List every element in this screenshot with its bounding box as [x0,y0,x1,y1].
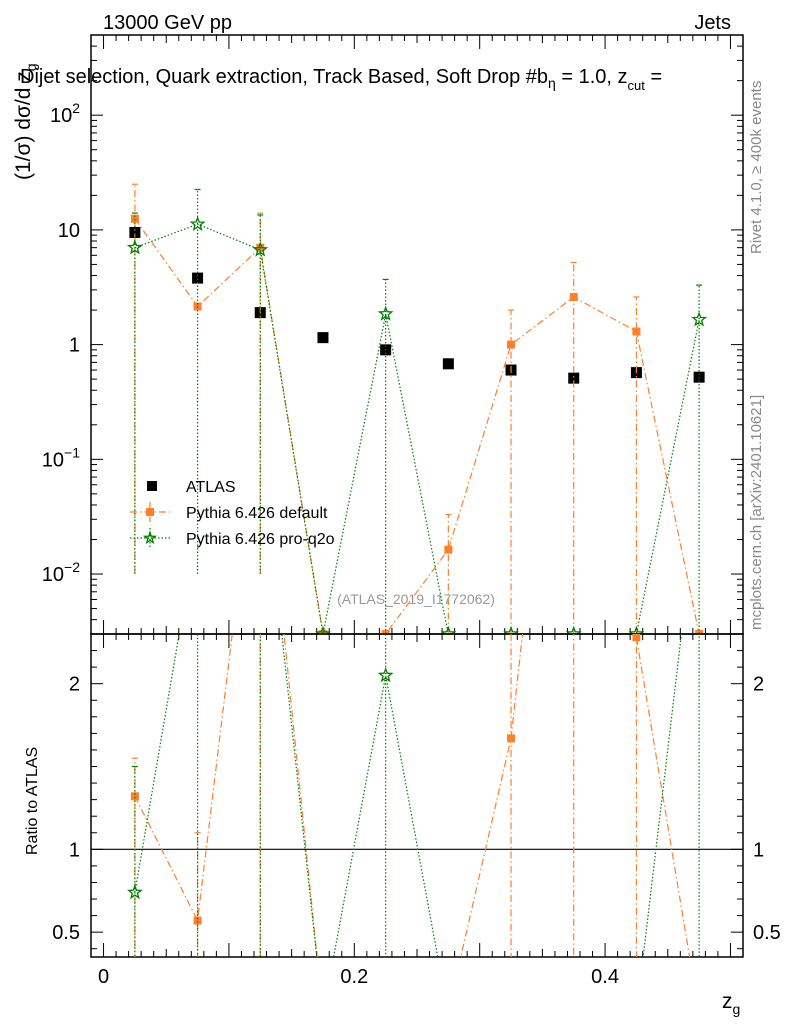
ratio-xlabel-sub: g [733,1001,741,1017]
legend-pythia-default-label: Pythia 6.426 default [186,505,328,522]
ratio-ytick-label-right-0: 2 [753,674,764,696]
main-atlas-point [192,272,204,284]
main-pythia-6-426-default-point [130,214,139,223]
ratio-xlabel-text: z [722,990,733,1013]
ratio-ytick-label-right-1: 1 [753,839,764,861]
legend-pythia-proq2o-label: Pythia 6.426 pro-q2o [186,531,335,548]
main-pythia-6-426-pro-q2o-point [691,311,708,327]
main-atlas-point [317,332,329,344]
ratio-pythia-6-426-pro-q2o-point [377,667,394,683]
main-ytick-label-0: 102 [50,100,80,127]
legend-atlas-label: ATLAS [186,479,236,496]
ratio-xlabel: zg [722,990,740,1017]
ratio-pythia-6-426-default-point [130,792,139,801]
main-pythia-6-426-default-point [381,630,390,634]
ratio-pythia-6-426-default-point [570,166,578,174]
ratio-data-area [91,166,743,1020]
subtitle-end: = [645,66,662,88]
ratio-ytick-label-right-2: 0.5 [753,922,781,944]
ratio-pythia-6-426-pro-q2o-point [126,884,143,900]
ratio-pythia-6-426-default-point [695,1010,703,1018]
main-data-area [126,183,708,634]
mcplots-label: mcplots.cern.ch [arXiv:2401.10621] [748,395,765,630]
main-pythia-6-426-pro-q2o-point [628,625,645,634]
ratio-panel: 2 2 1 1 0.5 0.5 0 0.2 0.4 [52,166,781,1020]
subtitle-cut-sub: cut [628,78,646,93]
main-ytick-exp: 2 [72,100,80,116]
category-label: Jets [694,12,731,34]
ratio-pythia-6-426-default-point [632,634,641,642]
main-ylabel-sub: g [23,63,39,71]
energy-label: 13000 GeV pp [103,12,232,34]
legend: ATLAS Pythia 6.426 default Pythia 6.426 … [130,479,335,548]
ratio-ytick-label-1: 1 [69,839,80,861]
main-pythia-6-426-pro-q2o-point [126,239,143,255]
main-ytick-exp: −1 [64,444,80,460]
main-ytick-base: 10 [42,564,64,586]
main-pythia-6-426-pro-q2o-point [252,241,269,257]
main-pythia-6-426-default-point [193,302,202,311]
ratio-pythia-6-426-pro-q2o-line [134,634,683,957]
main-pythia-6-426-default-point [569,292,578,301]
ratio-pythia-6-426-pro-q2o-point [505,1008,517,1020]
ratio-pythia-6-426-pro-q2o-point [630,1008,642,1020]
main-pythia-6-426-pro-q2o-point [440,625,457,634]
main-ytick-label-2: 1 [69,335,80,357]
main-pythia-6-426-default-point [695,630,704,634]
ratio-pythia-6-426-pro-q2o-point [693,478,705,490]
main-pythia-6-426-pro-q2o-point [503,625,519,634]
main-ytick-base: 10 [58,220,80,242]
ratio-pythia-6-426-default-point [193,916,202,925]
main-pythia-6-426-default-line [134,218,700,634]
main-pythia-6-426-default-point [444,545,453,554]
main-atlas-point [568,372,580,384]
main-atlas-point [129,226,141,238]
analysis-id: (ATLAS_2019_I1772062) [337,591,495,607]
ratio-xtick-label-1: 0.2 [340,966,368,988]
subtitle-eta: η [548,75,556,91]
legend-pythia-default-marker [146,508,154,516]
main-ylabel-text: (1/σ) dσ/d z [12,71,35,180]
main-pythia-6-426-pro-q2o-point [189,215,206,231]
ratio-pythia-6-426-pro-q2o-point [317,1008,329,1020]
ratio-pythia-6-426-default-point [382,1010,390,1018]
main-pythia-6-426-pro-q2o-point [565,625,582,634]
main-ytick-exp: −2 [64,559,80,575]
ratio-ytick-label-0: 2 [69,674,80,696]
main-pythia-6-426-default-point [632,327,641,336]
rivet-label: Rivet 4.1.0, ≥ 400k events [748,81,765,254]
ratio-xtick-label-0: 0 [98,966,109,988]
subtitle-tail: = 1.0, z [556,66,628,88]
main-ytick-label-1: 10 [58,220,80,242]
main-pythia-6-426-default-point [507,340,516,349]
main-ytick-base: 10 [50,105,72,127]
legend-atlas-marker [147,481,157,491]
main-atlas-point [442,358,454,370]
main-ytick-base: 10 [42,449,64,471]
ratio-xtick-label-2: 0.4 [591,966,619,988]
main-pythia-6-426-pro-q2o-point [377,305,394,321]
ratio-ytick-label-2: 0.5 [52,922,80,944]
main-pythia-6-426-pro-q2o-line [134,223,700,634]
main-ytick-label-3: 10−1 [42,444,80,471]
legend-pythia-proq2o-marker [142,530,158,545]
ratio-ylabel: Ratio to ATLAS [24,747,41,855]
main-pythia-6-426-pro-q2o-point [315,625,331,634]
subtitle-main: Dijet selection, Quark extraction, Track… [20,66,548,88]
ratio-pythia-6-426-pro-q2o-point [568,1008,580,1020]
subtitle: Dijet selection, Quark extraction, Track… [20,66,662,93]
main-ytick-base: 1 [69,335,80,357]
ratio-pythia-6-426-default-point [507,734,516,743]
ratio-pythia-6-426-default-point [444,1007,452,1015]
ratio-pythia-6-426-default-point [319,1011,327,1019]
main-ytick-label-4: 10−2 [42,559,80,586]
ratio-pythia-6-426-pro-q2o-point [442,1008,454,1020]
main-ylabel: (1/σ) dσ/d zg [12,63,39,180]
ratio-frame [90,633,744,958]
